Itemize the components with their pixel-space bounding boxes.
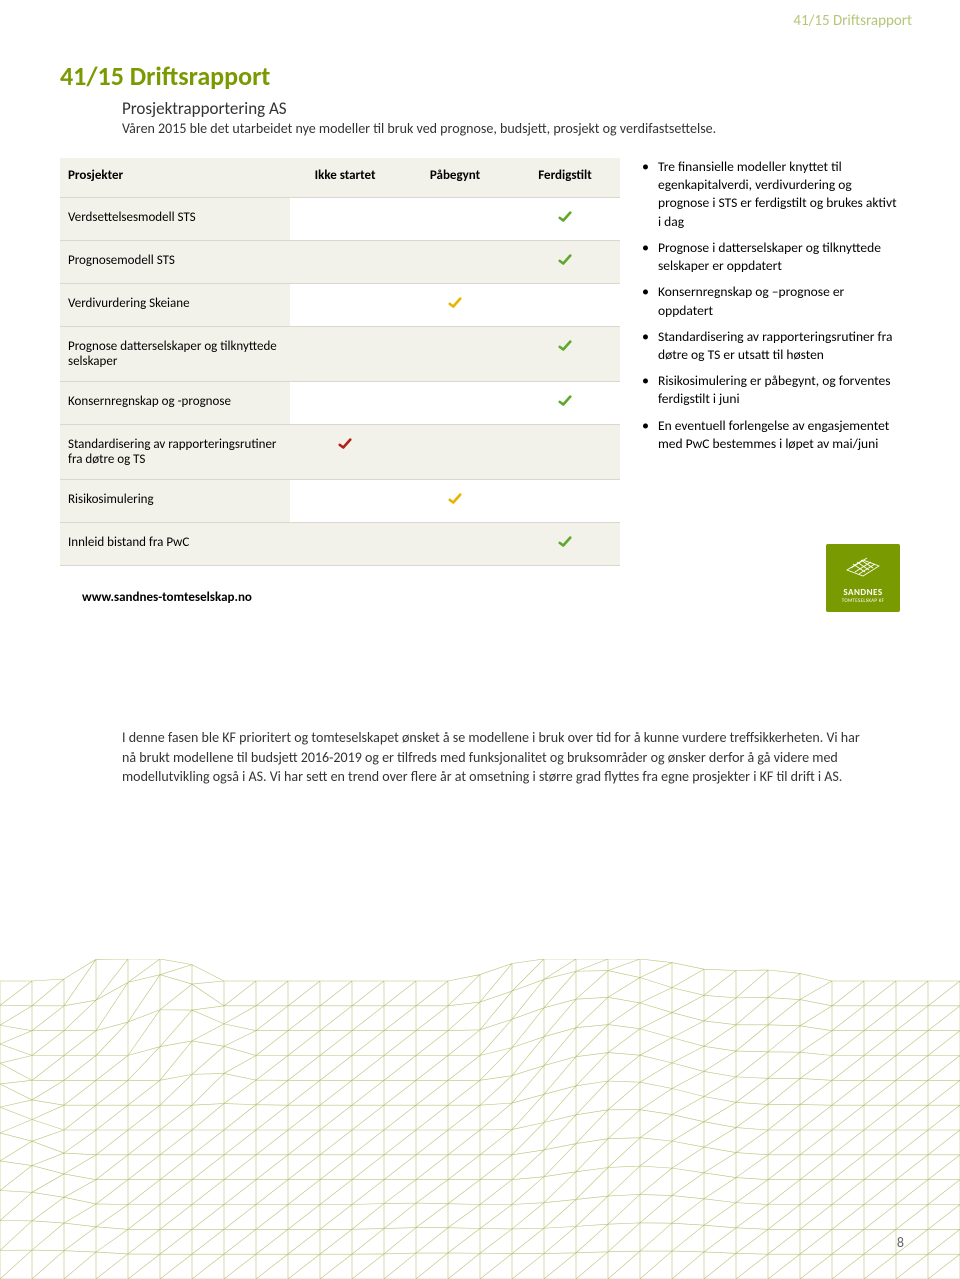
status-started-cell [400, 241, 510, 284]
col-header-started: Påbegynt [400, 158, 510, 198]
status-notstarted-cell [290, 382, 400, 425]
project-name-cell: Prognosemodell STS [60, 241, 290, 284]
status-done-cell [510, 523, 620, 566]
status-done-cell [510, 425, 620, 480]
status-started-cell [400, 284, 510, 327]
project-name-cell: Konsernregnskap og -prognose [60, 382, 290, 425]
status-notstarted-cell [290, 327, 400, 382]
project-name-cell: Risikosimulering [60, 480, 290, 523]
status-started-cell [400, 523, 510, 566]
table-row: Standardisering av rapporteringsrutiner … [60, 425, 620, 480]
logo-text-sub: TOMTESELSKAP KF [826, 598, 900, 604]
content-block: Prosjekter Ikke startet Påbegynt Ferdigs… [60, 158, 900, 566]
status-started-cell [400, 327, 510, 382]
status-done-cell [510, 327, 620, 382]
bullet-item: Prognose i datterselskaper og tilknytted… [640, 239, 900, 275]
table-row: Prognosemodell STS [60, 241, 620, 284]
status-done-cell [510, 382, 620, 425]
status-started-cell [400, 425, 510, 480]
bullet-item: Risikosimulering er påbegynt, og forvent… [640, 372, 900, 408]
section-subtitle: Prosjektrapportering AS [122, 98, 287, 119]
table-row: Risikosimulering [60, 480, 620, 523]
page-title: 41/15 Driftsrapport [60, 60, 270, 92]
col-header-projects: Prosjekter [60, 158, 290, 198]
body-paragraph: I denne fasen ble KF prioritert og tomte… [122, 728, 862, 787]
status-done-cell [510, 241, 620, 284]
header-breadcrumb: 41/15 Driftsrapport [793, 12, 912, 30]
status-done-cell [510, 480, 620, 523]
sandnes-logo: SANDNES TOMTESELSKAP KF [826, 544, 900, 612]
website-url: www.sandnes-tomteselskap.no [82, 590, 252, 605]
project-name-cell: Standardisering av rapporteringsrutiner … [60, 425, 290, 480]
projects-table-wrap: Prosjekter Ikke startet Påbegynt Ferdigs… [60, 158, 620, 566]
bullet-item: En eventuell forlengelse av engasjemente… [640, 417, 900, 453]
table-row: Prognose datterselskaper og tilknyttede … [60, 327, 620, 382]
projects-table: Prosjekter Ikke startet Påbegynt Ferdigs… [60, 158, 620, 566]
bullet-item: Konsernregnskap og –prognose er oppdater… [640, 283, 900, 319]
bullet-item: Tre finansielle modeller knyttet til ege… [640, 158, 900, 231]
status-notstarted-cell [290, 284, 400, 327]
bullet-list: Tre finansielle modeller knyttet til ege… [640, 158, 900, 461]
status-started-cell [400, 198, 510, 241]
status-started-cell [400, 382, 510, 425]
project-name-cell: Prognose datterselskaper og tilknyttede … [60, 327, 290, 382]
project-name-cell: Verdsettelsesmodell STS [60, 198, 290, 241]
status-started-cell [400, 480, 510, 523]
col-header-notstarted: Ikke startet [290, 158, 400, 198]
status-done-cell [510, 284, 620, 327]
table-row: Konsernregnskap og -prognose [60, 382, 620, 425]
terrain-background [0, 959, 960, 1279]
bullet-item: Standardisering av rapporteringsrutiner … [640, 328, 900, 364]
logo-grid-icon [843, 552, 883, 578]
status-done-cell [510, 198, 620, 241]
status-notstarted-cell [290, 480, 400, 523]
col-header-done: Ferdigstilt [510, 158, 620, 198]
project-name-cell: Verdivurdering Skeiane [60, 284, 290, 327]
status-notstarted-cell [290, 241, 400, 284]
table-row: Verdsettelsesmodell STS [60, 198, 620, 241]
table-row: Verdivurdering Skeiane [60, 284, 620, 327]
intro-paragraph: Våren 2015 ble det utarbeidet nye modell… [122, 120, 862, 139]
status-notstarted-cell [290, 523, 400, 566]
status-notstarted-cell [290, 198, 400, 241]
logo-text-main: SANDNES [826, 587, 900, 598]
status-notstarted-cell [290, 425, 400, 480]
page-number: 8 [897, 1234, 904, 1251]
table-row: Innleid bistand fra PwC [60, 523, 620, 566]
project-name-cell: Innleid bistand fra PwC [60, 523, 290, 566]
